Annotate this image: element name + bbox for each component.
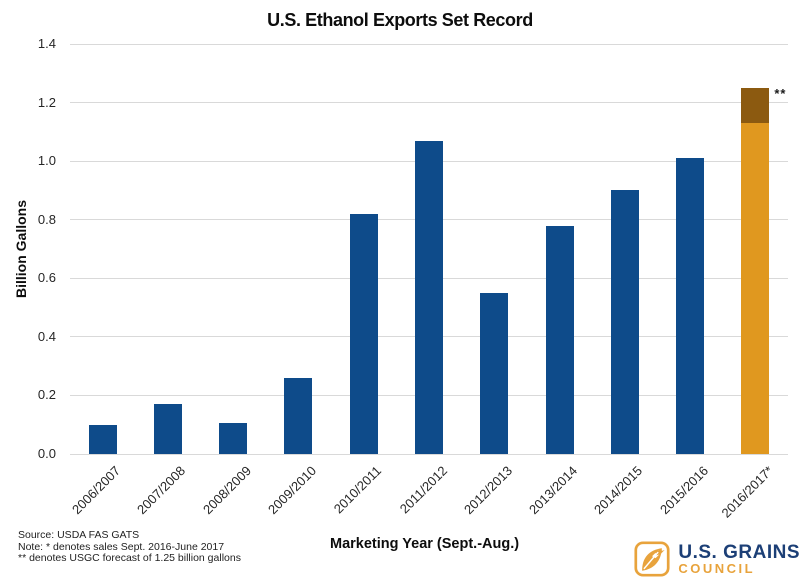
- grains-leaf-icon: [634, 541, 670, 577]
- gridline-0.0: [70, 453, 788, 455]
- y-tick-label-1.0: 1.0: [37, 153, 56, 169]
- chart-title: U.S. Ethanol Exports Set Record: [267, 10, 533, 30]
- x-tick-label-2006/2007: 2006/2007: [69, 463, 124, 518]
- source-notes: Source: USDA FAS GATS Note: * denotes sa…: [18, 529, 241, 565]
- x-tick-label-2014/2015: 2014/2015: [591, 463, 646, 518]
- x-tick-label-2009/2010: 2009/2010: [265, 463, 320, 518]
- gridline-1.4: [70, 43, 788, 45]
- logo-org-subname: COUNCIL: [678, 560, 756, 576]
- y-tick-label-0.8: 0.8: [37, 211, 56, 227]
- x-tick-label-2012/2013: 2012/2013: [460, 463, 515, 518]
- bar-2007/2008: [153, 404, 182, 454]
- bar-2014/2015: [610, 190, 639, 454]
- bar-top-segment-2016/2017*: [741, 87, 770, 124]
- y-tick-label-0.2: 0.2: [37, 387, 56, 403]
- x-tick-label-2011/2012: 2011/2012: [396, 463, 450, 517]
- y-axis-title: Billion Gallons: [13, 200, 29, 299]
- note-line-1: Note: * denotes sales Sept. 2016-June 20…: [18, 540, 225, 553]
- bar-2012/2013: [480, 292, 509, 454]
- y-tick-label-0.0: 0.0: [37, 446, 56, 461]
- source-line: Source: USDA FAS GATS: [18, 529, 140, 541]
- logo-text: U.S. GRAINS COUNCIL: [678, 543, 800, 576]
- y-tick-label-1.2: 1.2: [37, 94, 56, 110]
- y-tick-label-0.4: 0.4: [37, 328, 56, 344]
- note-line-2: ** denotes USGC forecast of 1.25 billion…: [18, 552, 241, 564]
- bar-2006/2007: [88, 424, 117, 454]
- x-tick-label-2016/2017*: 2016/2017*: [718, 463, 776, 521]
- bar-2009/2010: [284, 377, 313, 454]
- bar-2013/2014: [545, 225, 574, 454]
- x-tick-label-2007/2008: 2007/2008: [134, 463, 189, 518]
- x-tick-label-2010/2011: 2010/2011: [330, 463, 385, 517]
- gridline-1.2: [70, 102, 788, 104]
- bar-2016/2017*: [741, 123, 770, 454]
- x-tick-label-2008/2009: 2008/2009: [199, 463, 254, 518]
- x-tick-label-2013/2014: 2013/2014: [526, 463, 581, 518]
- logo-org-name: U.S. GRAINS: [678, 541, 800, 563]
- bar-2008/2009: [219, 423, 248, 454]
- bar-2010/2011: [349, 213, 378, 454]
- bar-2015/2016: [676, 158, 705, 454]
- us-grains-council-logo: U.S. GRAINS COUNCIL: [634, 540, 800, 578]
- x-axis-title: Marketing Year (Sept.-Aug.): [330, 536, 520, 552]
- y-tick-label-0.6: 0.6: [37, 270, 56, 286]
- x-tick-label-2015/2016: 2015/2016: [656, 463, 711, 518]
- y-tick-label-1.4: 1.4: [37, 36, 56, 51]
- bar-2011/2012: [415, 140, 443, 454]
- double-star-annotation: **: [774, 85, 787, 101]
